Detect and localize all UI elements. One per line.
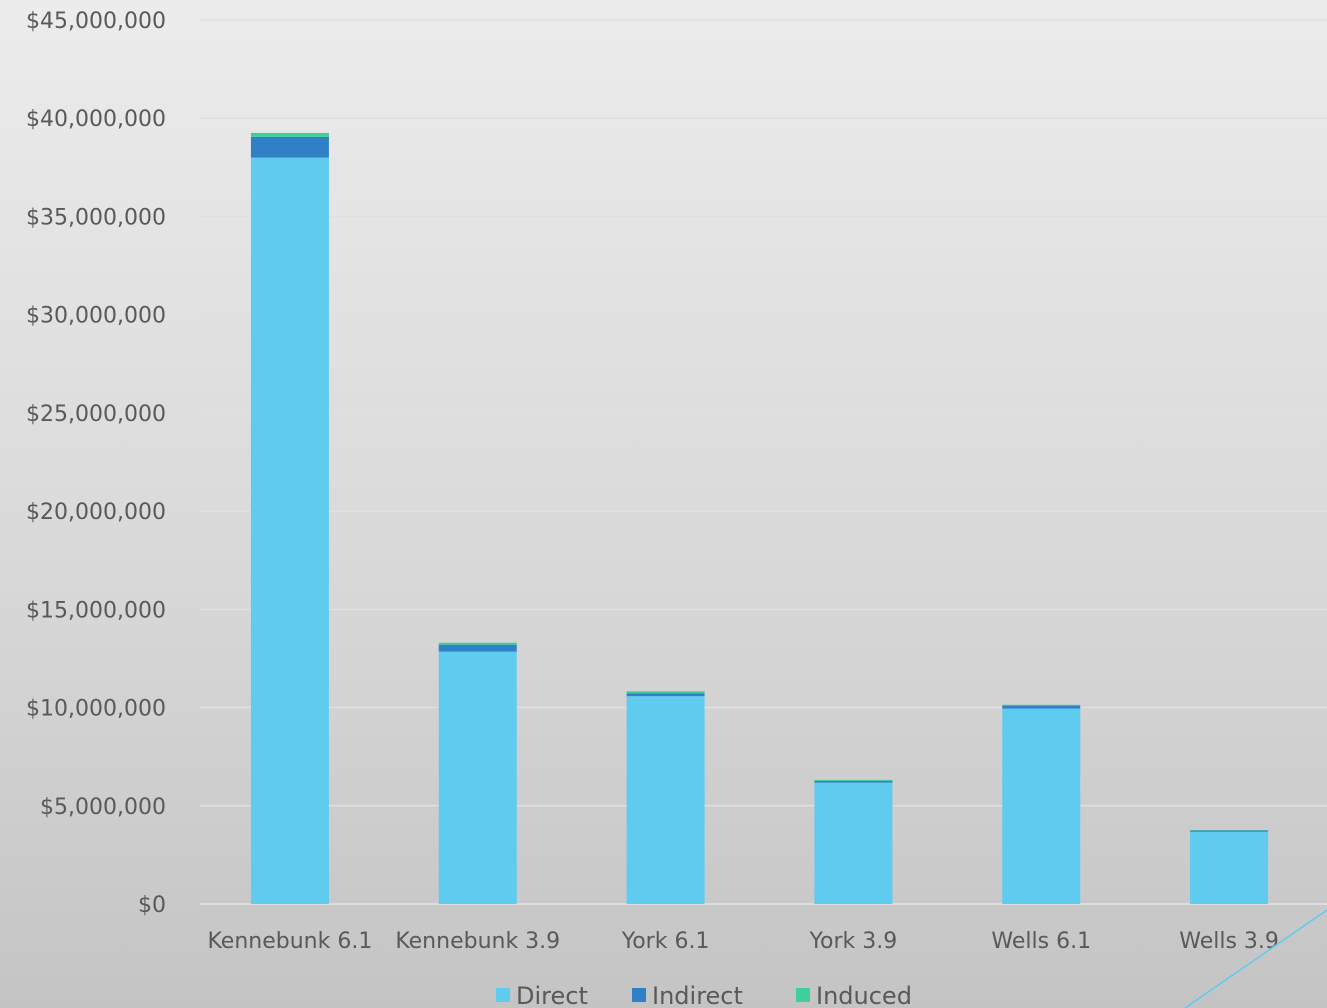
bar-induced-kennebunk-3-9 <box>438 642 517 645</box>
bar-direct-wells-3-9 <box>1190 831 1269 904</box>
x-tick-label: Wells 3.9 <box>1179 929 1279 954</box>
y-tick-label: $20,000,000 <box>26 500 166 525</box>
y-tick-label: $30,000,000 <box>26 304 166 329</box>
y-tick-label: $35,000,000 <box>26 205 166 230</box>
legend: Direct Indirect Induced <box>496 982 912 1008</box>
y-tick-label: $0 <box>138 893 166 918</box>
bar-direct-kennebunk-3-9 <box>438 651 517 904</box>
bar-indirect-wells-3-9 <box>1190 830 1269 832</box>
x-tick-label: Kennebunk 6.1 <box>207 929 372 954</box>
x-tick-label: York 3.9 <box>809 929 898 954</box>
bars <box>250 132 1269 904</box>
bar-direct-york-6-1 <box>626 696 705 904</box>
decorative-accent-line <box>1184 909 1327 1008</box>
y-tick-label: $25,000,000 <box>26 402 166 427</box>
y-tick-label: $10,000,000 <box>26 697 166 722</box>
x-tick-label: Kennebunk 3.9 <box>395 929 560 954</box>
legend-swatch-direct <box>496 988 510 1002</box>
bar-indirect-wells-6-1 <box>1002 705 1081 709</box>
y-axis-tick-labels: $0 $5,000,000 $10,000,000 $15,000,000 $20,00… <box>26 9 166 918</box>
y-tick-label: $40,000,000 <box>26 107 166 132</box>
x-axis-tick-labels: Kennebunk 6.1 Kennebunk 3.9 York 6.1 York 3… <box>207 929 1278 954</box>
legend-label-indirect: Indirect <box>652 982 743 1008</box>
bar-induced-york-6-1 <box>626 691 705 694</box>
y-tick-label: $5,000,000 <box>40 795 166 820</box>
bar-direct-wells-6-1 <box>1002 708 1081 904</box>
bar-indirect-kennebunk-3-9 <box>438 644 517 652</box>
y-tick-label: $15,000,000 <box>26 598 166 623</box>
legend-label-induced: Induced <box>816 982 912 1008</box>
bar-induced-wells-6-1 <box>1002 704 1081 706</box>
legend-label-direct: Direct <box>516 982 588 1008</box>
gridlines <box>200 19 1327 905</box>
bar-direct-york-3-9 <box>814 782 893 904</box>
bar-induced-york-3-9 <box>814 779 893 781</box>
legend-swatch-induced <box>796 988 810 1002</box>
bar-indirect-york-6-1 <box>626 693 705 697</box>
bar-induced-kennebunk-6-1 <box>250 132 329 137</box>
y-tick-label: $45,000,000 <box>26 9 166 34</box>
x-tick-label: York 6.1 <box>621 929 710 954</box>
bar-indirect-kennebunk-6-1 <box>250 136 329 158</box>
legend-swatch-indirect <box>632 988 646 1002</box>
x-tick-label: Wells 6.1 <box>991 929 1091 954</box>
bar-direct-kennebunk-6-1 <box>250 157 329 904</box>
bar-indirect-york-3-9 <box>814 780 893 783</box>
